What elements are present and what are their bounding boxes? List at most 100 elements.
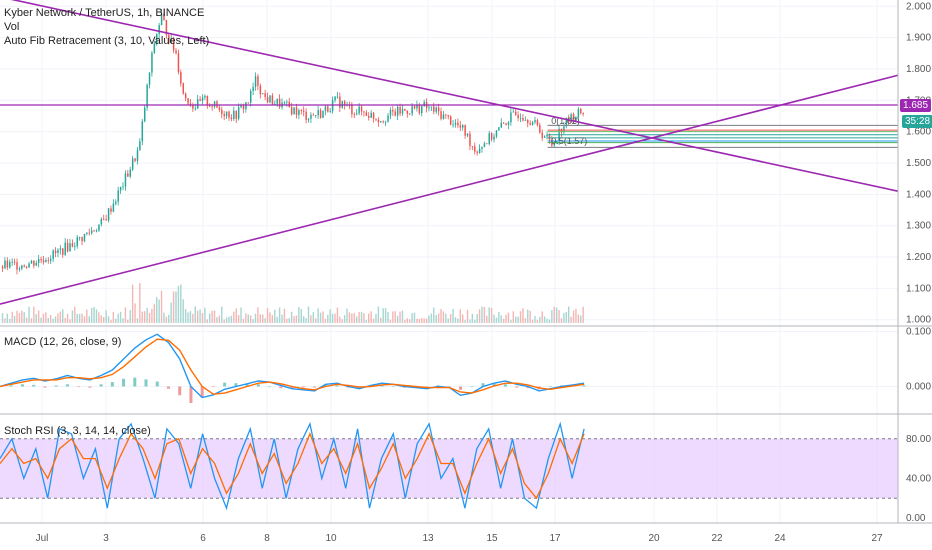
volume-bar xyxy=(160,290,163,323)
volume-bar xyxy=(529,310,531,323)
volume-bar xyxy=(153,304,156,323)
stoch-title: Stoch RSI (3, 3, 14, 14, close) xyxy=(4,425,151,437)
volume-bar xyxy=(146,307,148,323)
stoch-pane[interactable] xyxy=(0,421,898,511)
volume-bar xyxy=(370,311,372,323)
volume-bar xyxy=(305,318,307,323)
volume-bar xyxy=(156,297,158,323)
volume-bar xyxy=(209,313,211,323)
candle-body xyxy=(421,106,423,114)
volume-bar xyxy=(66,313,69,323)
candle-body xyxy=(127,173,129,177)
price-tick-label: 1.500 xyxy=(906,158,931,169)
macd-legend[interactable]: MACD (12, 26, close, 9) xyxy=(4,335,121,349)
volume-bar xyxy=(165,316,168,323)
volume-bar xyxy=(380,317,382,323)
volume-bar xyxy=(577,314,580,323)
volume-bar xyxy=(235,308,237,323)
candle-body xyxy=(90,230,93,234)
candle-body xyxy=(119,187,122,191)
volume-bar xyxy=(281,314,283,323)
volume-bar xyxy=(319,312,322,323)
stoch-legend[interactable]: Stoch RSI (3, 3, 14, 14, close) xyxy=(4,424,151,438)
volume-bar xyxy=(59,311,62,323)
stoch-tick-label: 80.00 xyxy=(906,434,931,445)
macd-histogram-bar xyxy=(268,386,272,388)
volume-bar xyxy=(558,310,560,323)
macd-histogram-bar xyxy=(256,384,260,387)
candle-body xyxy=(527,120,529,123)
candle-body xyxy=(78,237,81,238)
candle-body xyxy=(228,111,230,118)
candle-body xyxy=(305,111,307,120)
candle-body xyxy=(524,120,527,121)
volume-bar xyxy=(411,313,413,323)
candle-body xyxy=(107,208,110,221)
volume-bar xyxy=(486,315,488,323)
macd-pane[interactable] xyxy=(0,333,586,403)
volume-bar xyxy=(175,291,177,323)
volume-bar xyxy=(264,318,266,323)
candle-body xyxy=(413,106,416,109)
candle-body xyxy=(430,106,433,108)
symbol-title[interactable]: Kyber Network / TetherUS, 1h, BINANCE xyxy=(4,7,205,19)
candle-body xyxy=(168,34,170,44)
volume-bar xyxy=(346,308,348,323)
volume-bar xyxy=(242,318,245,323)
x-tick-label: 17 xyxy=(549,533,561,544)
volume-bar xyxy=(103,316,105,323)
volume-bar xyxy=(575,308,577,323)
candle-body xyxy=(122,186,124,188)
candle-body xyxy=(471,146,474,147)
macd-title: MACD (12, 26, close, 9) xyxy=(4,336,122,348)
trendline xyxy=(10,0,899,192)
volume-bar xyxy=(57,313,59,323)
candle-body xyxy=(461,125,464,128)
candle-body xyxy=(442,114,445,119)
price-legend: Kyber Network / TetherUS, 1h, BINANCE Vo… xyxy=(4,6,209,48)
candle-body xyxy=(411,106,413,114)
volume-bar xyxy=(572,310,575,323)
fib-legend[interactable]: Auto Fib Retracement (3, 10, Values, Lef… xyxy=(4,35,210,47)
candle-body xyxy=(69,243,71,252)
volume-bar xyxy=(45,312,47,323)
candle-body xyxy=(555,141,558,143)
candle-body xyxy=(437,107,440,112)
candle-body xyxy=(218,107,221,110)
volume-bar xyxy=(555,307,558,323)
macd-histogram-bar xyxy=(88,386,92,388)
volume-bar xyxy=(461,314,464,323)
candle-body xyxy=(62,248,64,255)
volume-bar xyxy=(47,317,50,323)
x-tick-label: 6 xyxy=(200,533,206,544)
volume-bar xyxy=(93,307,95,323)
candle-body xyxy=(18,268,21,270)
candle-body xyxy=(310,114,312,119)
volume-bar xyxy=(418,318,421,323)
candle-body xyxy=(163,13,165,20)
macd-histogram-bar xyxy=(459,386,463,390)
candle-body xyxy=(249,91,252,103)
macd-histogram-bar xyxy=(223,382,227,387)
macd-histogram-bar xyxy=(166,386,170,389)
price-pane[interactable]: 0(1.62) 0.5(1.57) xyxy=(0,0,899,323)
macd-histogram-bar xyxy=(335,385,339,387)
candle-body xyxy=(416,104,418,109)
volume-bar xyxy=(259,314,262,323)
candle-body xyxy=(307,118,310,120)
macd-histogram-bar xyxy=(54,385,58,387)
candle-body xyxy=(298,110,300,115)
volume-bar xyxy=(312,312,315,323)
vol-legend[interactable]: Vol xyxy=(4,21,20,33)
volume-bar xyxy=(466,309,469,323)
volume-bar xyxy=(351,313,353,323)
candle-body xyxy=(105,219,107,221)
candle-body xyxy=(474,146,476,152)
volume-bar xyxy=(13,316,16,323)
volume-bar xyxy=(170,302,172,323)
x-tick-label: 20 xyxy=(648,533,660,544)
candle-body xyxy=(240,105,242,108)
stoch-tick-label: 40.00 xyxy=(906,473,931,484)
volume-bar xyxy=(196,310,199,323)
